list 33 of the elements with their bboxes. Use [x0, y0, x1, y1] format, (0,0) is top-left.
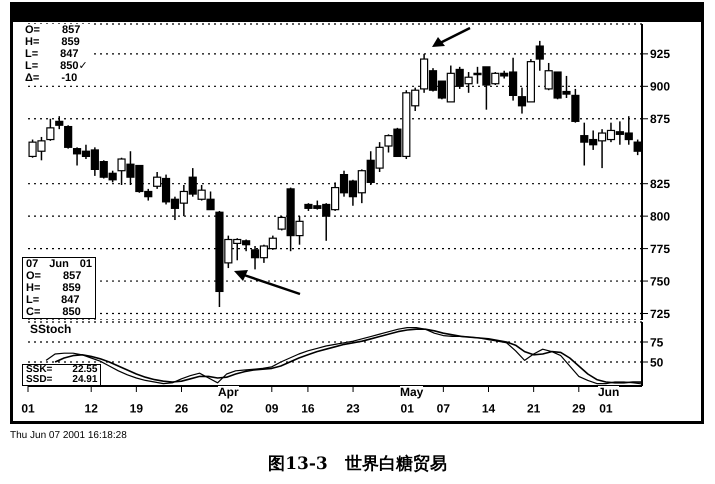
x-tick-label: 07	[436, 402, 450, 416]
x-tick-label: 09	[265, 402, 279, 416]
annotation: O= 857 H= 859 L= 847 L= 850✓ Δ= -10	[22, 24, 91, 84]
y-tick-label: 725	[650, 306, 670, 321]
x-tick-label: 01	[21, 402, 35, 416]
annotation: SSK= 22.55 SSD= 24.91	[22, 364, 102, 386]
annotation: 07 Jun 01 O= 857 H= 859 L= 847 C= 850	[22, 257, 96, 319]
annotation: Apr	[218, 385, 239, 399]
y-tick-label: 800	[650, 209, 670, 224]
y-tick-label: 825	[650, 176, 670, 191]
x-tick-label: 01	[400, 402, 414, 416]
x-tick-label: 26	[174, 402, 188, 416]
y-tick-label: 750	[650, 274, 670, 288]
x-tick-label: 02	[220, 402, 234, 416]
y-tick-label: 925	[650, 47, 670, 62]
x-tick-label: 23	[346, 402, 360, 416]
x-tick-label: 12	[84, 402, 98, 416]
x-tick-label: 19	[130, 402, 144, 416]
text: 图13-3 世界白糖贸易	[267, 453, 448, 475]
y-tick-label: 75	[650, 335, 664, 350]
chart-title: SStoch	[30, 322, 72, 336]
annotation: Jun	[598, 385, 620, 399]
y-tick-label: 775	[650, 242, 670, 256]
annotation: May	[400, 385, 424, 399]
y-tick-label: 875	[650, 112, 670, 126]
text: Thu Jun 07 2001 16:18:28	[10, 430, 127, 442]
x-tick-label: 16	[301, 402, 315, 416]
y-tick-label: 50	[650, 355, 664, 370]
y-tick-label: 900	[650, 80, 670, 94]
x-tick-label: 21	[526, 402, 541, 416]
x-tick-label: 29	[572, 402, 586, 416]
x-tick-label: 01	[599, 402, 613, 416]
x-tick-label: 14	[482, 402, 496, 416]
